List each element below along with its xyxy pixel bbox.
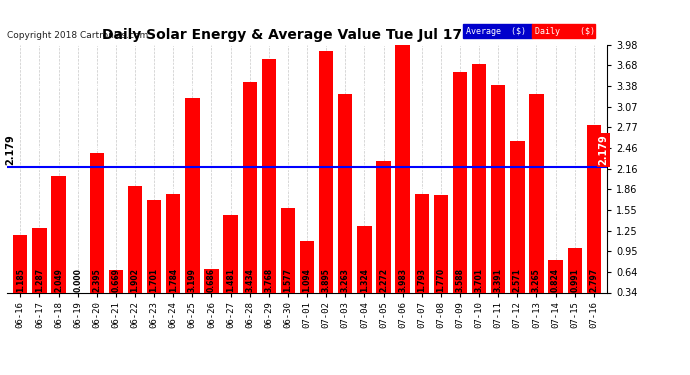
Bar (319, 51, 333, 292)
Bar (262, 59, 276, 292)
Bar (204, 269, 219, 292)
Bar (529, 94, 544, 292)
Bar (491, 85, 505, 292)
Bar (300, 241, 314, 292)
Bar (166, 194, 180, 292)
Text: 3.391: 3.391 (494, 268, 503, 292)
Text: 2.272: 2.272 (379, 268, 388, 292)
Bar (453, 72, 467, 292)
Text: 1.784: 1.784 (169, 268, 178, 292)
Text: 0.824: 0.824 (551, 268, 560, 292)
Text: 3.199: 3.199 (188, 268, 197, 292)
Text: 3.701: 3.701 (475, 268, 484, 292)
Text: 1.793: 1.793 (417, 268, 426, 292)
Bar (338, 94, 353, 292)
Text: 2.179: 2.179 (598, 135, 609, 165)
Text: 1.185: 1.185 (16, 268, 25, 292)
Text: 1.287: 1.287 (35, 268, 44, 292)
Bar (242, 82, 257, 292)
Text: 1.577: 1.577 (284, 268, 293, 292)
Bar (128, 186, 142, 292)
Bar (472, 64, 486, 292)
Text: 2.049: 2.049 (54, 268, 63, 292)
Bar (90, 153, 104, 292)
Bar (281, 209, 295, 292)
Text: 3.983: 3.983 (398, 268, 407, 292)
Title: Daily Solar Energy & Average Value Tue Jul 17 20:28: Daily Solar Energy & Average Value Tue J… (102, 28, 512, 42)
Text: 3.263: 3.263 (341, 268, 350, 292)
Text: Average  ($): Average ($) (466, 27, 526, 36)
Bar (395, 45, 410, 292)
Bar (376, 161, 391, 292)
Text: Daily    ($): Daily ($) (535, 27, 595, 36)
FancyBboxPatch shape (463, 24, 532, 38)
Text: 2.179: 2.179 (6, 135, 16, 165)
Text: 3.895: 3.895 (322, 268, 331, 292)
Text: 3.434: 3.434 (245, 268, 254, 292)
Bar (32, 228, 46, 292)
Bar (51, 176, 66, 292)
Bar (568, 248, 582, 292)
Text: 1.094: 1.094 (302, 268, 312, 292)
Text: 3.768: 3.768 (264, 268, 273, 292)
Bar (549, 260, 563, 292)
Text: 3.265: 3.265 (532, 268, 541, 292)
Bar (185, 98, 199, 292)
Text: 0.991: 0.991 (570, 268, 579, 292)
Bar (586, 125, 601, 292)
Bar (13, 235, 28, 292)
Bar (415, 194, 429, 292)
Text: 3.588: 3.588 (455, 268, 464, 292)
Text: 0.669: 0.669 (111, 268, 120, 292)
Text: 1.481: 1.481 (226, 268, 235, 292)
Text: 1.902: 1.902 (130, 268, 139, 292)
Text: 1.701: 1.701 (150, 268, 159, 292)
Bar (510, 141, 524, 292)
Bar (224, 215, 238, 292)
Text: 2.797: 2.797 (589, 268, 598, 292)
Text: 0.000: 0.000 (73, 268, 82, 292)
Bar (434, 195, 448, 292)
Text: 2.395: 2.395 (92, 268, 101, 292)
FancyBboxPatch shape (532, 24, 595, 38)
Text: 2.571: 2.571 (513, 268, 522, 292)
Text: 1.324: 1.324 (360, 268, 369, 292)
Bar (147, 200, 161, 292)
Text: 1.770: 1.770 (436, 268, 445, 292)
Bar (109, 270, 123, 292)
Text: 0.686: 0.686 (207, 268, 216, 292)
Text: Copyright 2018 Cartronics.com: Copyright 2018 Cartronics.com (7, 31, 148, 40)
Bar (357, 226, 372, 292)
